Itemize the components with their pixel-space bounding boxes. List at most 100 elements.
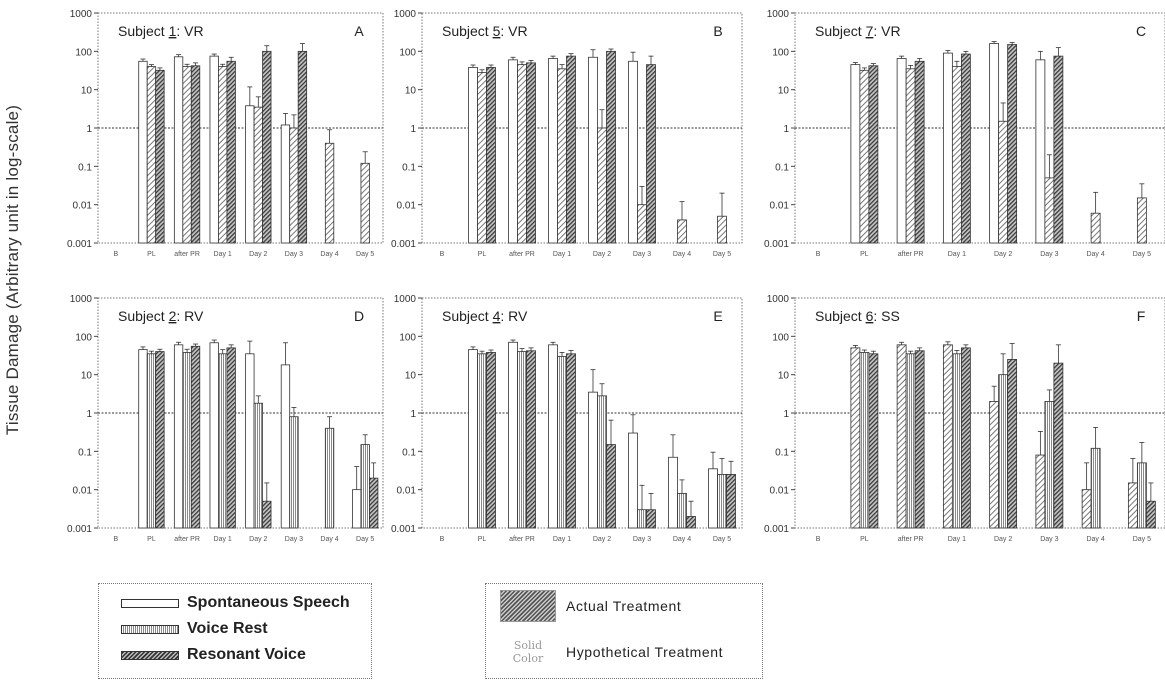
y-tick-label: 10 — [81, 86, 93, 97]
y-tick-label: 1 — [783, 124, 789, 135]
panel-letter: D — [354, 308, 364, 324]
x-tick-label: Day 3 — [285, 251, 303, 258]
bar-ss-1 — [850, 64, 861, 244]
bar-ss-4 — [245, 353, 255, 529]
x-tick-label: Day 4 — [1086, 251, 1104, 258]
panel-title-prefix: Subject — [815, 308, 866, 324]
x-tick-label: Day 2 — [994, 251, 1012, 258]
panel-letter: F — [1137, 308, 1146, 324]
bar-rv-2 — [526, 62, 536, 244]
bar-rv-1 — [155, 351, 165, 529]
y-tick-label: 0.1 — [775, 162, 789, 173]
panel-letter: C — [1136, 23, 1146, 39]
panel-subject-number: 7 — [866, 23, 874, 39]
bar-vr-3 — [951, 66, 962, 244]
bar-vr-2 — [517, 351, 527, 529]
y-tick-label: 100 — [772, 332, 789, 343]
panel-subject-number: 2 — [169, 308, 177, 324]
bar-vr-1 — [146, 66, 157, 244]
bar-rv-3 — [226, 60, 236, 244]
x-tick-label: Day 5 — [713, 536, 731, 543]
bar-vr-2 — [182, 352, 192, 529]
bar-vr-6 — [1090, 212, 1101, 244]
bar-rv-4 — [1007, 44, 1018, 244]
bar-vr-7 — [1136, 462, 1147, 529]
panel-title-prefix: Subject — [442, 308, 493, 324]
bar-rv-3 — [566, 353, 576, 529]
x-tick-label: B — [113, 536, 118, 543]
bar-vr-7 — [717, 474, 727, 529]
panel-letter: A — [354, 23, 364, 39]
y-tick-label: 0.01 — [73, 486, 93, 497]
bar-vr-5 — [637, 509, 647, 529]
y-tick-label: 1000 — [70, 294, 93, 305]
bar-vr-5 — [289, 416, 299, 529]
x-tick-label: after PR — [898, 536, 924, 543]
x-tick-label: Day 3 — [633, 251, 651, 258]
bar-ss-2 — [173, 344, 184, 529]
x-tick-label: Day 1 — [214, 536, 232, 543]
x-tick-label: Day 2 — [994, 536, 1012, 543]
bar-rv-2 — [526, 350, 536, 529]
bar-ss-3 — [548, 58, 558, 244]
bar-ss-5 — [628, 60, 638, 244]
bar-ss-5 — [628, 432, 638, 529]
x-tick-label: Day 5 — [713, 251, 731, 258]
legend-item-actual-treatment: Actual Treatment — [500, 590, 681, 622]
y-tick-label: 0.01 — [770, 201, 790, 212]
x-tick-label: Day 5 — [1133, 536, 1151, 543]
y-tick-label: 1000 — [394, 294, 417, 305]
panel-title-prefix: Subject — [118, 308, 169, 324]
bar-ss-1 — [138, 60, 148, 244]
bar-rv-4 — [606, 50, 616, 244]
chart-grid: 0.001 0.01 0.1 1 10 100 1000 B PL after PR Day 1 Da… — [67, 9, 1165, 543]
legend-swatch-actual-treatment — [500, 590, 556, 622]
bar-ss-2 — [896, 58, 907, 244]
chart-panel-a: 0.001 0.01 0.1 1 10 100 1000 B PL after PR Day 1 Da… — [67, 9, 384, 258]
solid-swatch-line-2: Color — [512, 652, 544, 665]
x-tick-label: Day 4 — [673, 536, 691, 543]
x-tick-label: Day 5 — [356, 251, 374, 258]
x-tick-label: Day 3 — [1040, 251, 1058, 258]
y-tick-label: 0.1 — [78, 162, 92, 173]
bar-ss-7 — [1127, 482, 1138, 529]
chart-panel-d: 0.001 0.01 0.1 1 10 100 1000 B PL after PR Day 1 Da… — [67, 294, 384, 543]
y-tick-label: 0.1 — [402, 447, 416, 458]
legend-label-spontaneous-speech: Spontaneous Speech — [187, 594, 350, 611]
bar-ss-6 — [1081, 489, 1092, 529]
bar-rv-3 — [566, 55, 576, 244]
bar-vr-4 — [998, 120, 1009, 244]
chart-panel-b: 0.001 0.01 0.1 1 10 100 1000 B PL after PR Day 1 Da… — [391, 9, 743, 258]
y-tick-label: 1 — [783, 409, 789, 420]
bar-rv-1 — [868, 65, 879, 244]
bar-ss-1 — [468, 67, 478, 244]
x-tick-label: PL — [478, 536, 487, 543]
bar-vr-5 — [637, 204, 647, 244]
panel-title: Subject 4: RV — [442, 308, 528, 324]
panel-title-prefix: Subject — [118, 23, 169, 39]
x-tick-label: Day 1 — [948, 251, 966, 258]
bar-vr-1 — [477, 353, 487, 529]
bar-vr-7 — [360, 162, 370, 244]
legend-swatch-spontaneous-speech — [121, 598, 179, 608]
y-tick-label: 1 — [86, 124, 92, 135]
bar-ss-5 — [280, 124, 291, 244]
bar-vr-2 — [182, 66, 192, 244]
bar-ss-3 — [548, 344, 558, 529]
y-tick-label: 0.01 — [397, 201, 417, 212]
y-tick-label: 100 — [75, 332, 92, 343]
legend-swatch-voice-rest — [121, 624, 179, 634]
panel-letter: B — [713, 23, 722, 39]
x-tick-label: B — [440, 251, 445, 258]
x-tick-label: B — [440, 536, 445, 543]
bar-rv-1 — [486, 352, 496, 529]
legend-item-hypothetical-treatment: Solid Color Hypothetical Treatment — [500, 636, 723, 668]
panel-title: Subject 1: VR — [118, 23, 204, 39]
x-tick-label: Day 5 — [1133, 251, 1151, 258]
bar-ss-3 — [942, 344, 953, 529]
bar-vr-6 — [677, 219, 687, 244]
x-tick-label: Day 3 — [1040, 536, 1058, 543]
bar-vr-3 — [951, 353, 962, 529]
bar-ss-2 — [508, 341, 518, 529]
